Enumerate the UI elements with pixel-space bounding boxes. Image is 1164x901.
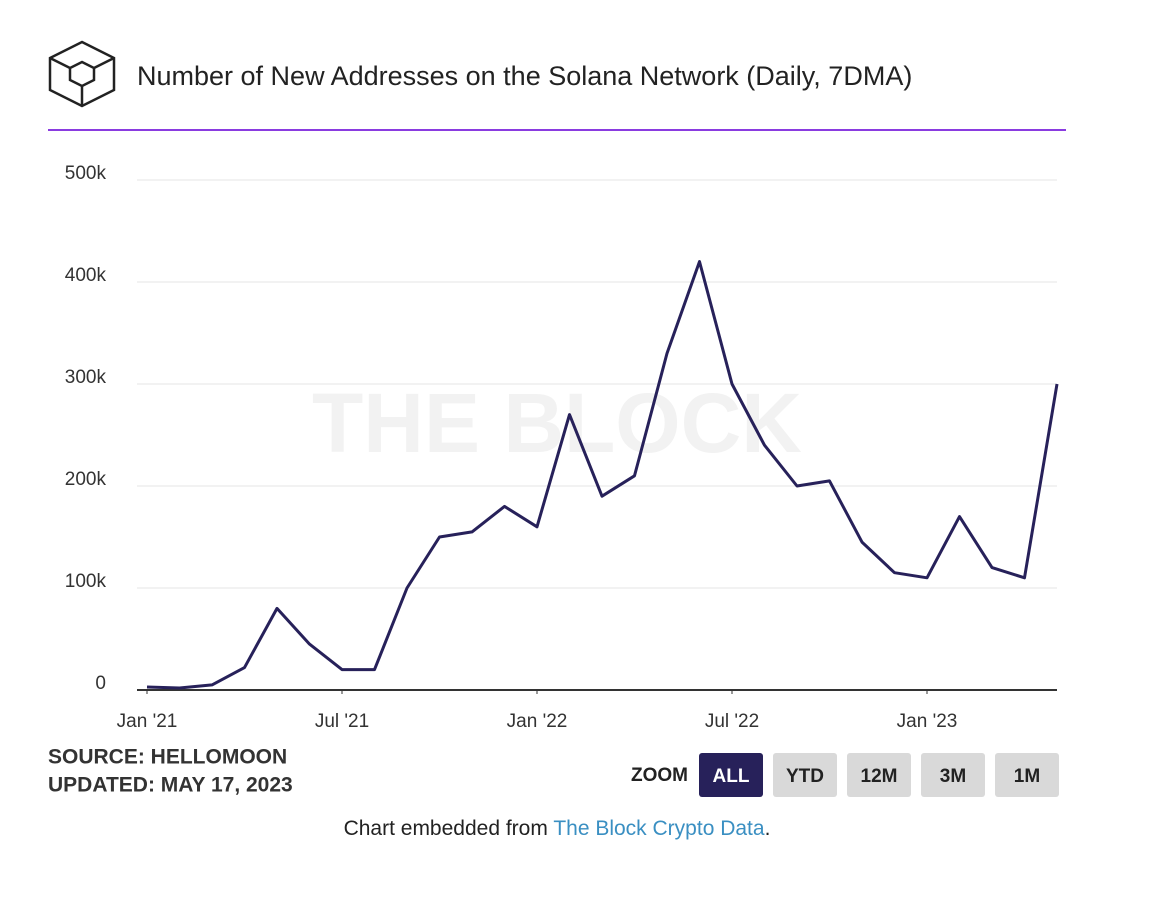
x-tick-label: Jan '22 (507, 711, 568, 732)
y-tick-label: 100k (65, 571, 107, 592)
zoom-button-label: 3M (940, 766, 966, 787)
x-tick-label: Jul '22 (705, 711, 759, 732)
zoom-button-bg (995, 753, 1059, 797)
zoom-button[interactable]: YTD (773, 753, 837, 797)
y-tick-label: 0 (95, 673, 106, 694)
zoom-button-label: ALL (713, 766, 750, 787)
zoom-button-bg (773, 753, 837, 797)
zoom-label: ZOOM (631, 765, 688, 786)
embed-text: Chart embedded from (344, 817, 554, 840)
x-tick-label: Jan '23 (897, 711, 958, 732)
zoom-button-bg (847, 753, 911, 797)
embed-end: . (765, 817, 771, 840)
y-tick-label: 300k (65, 367, 107, 388)
zoom-button-label: YTD (786, 766, 824, 787)
y-tick-label: 400k (65, 265, 107, 286)
zoom-button-label: 12M (861, 766, 898, 787)
x-tick-label: Jul '21 (315, 711, 369, 732)
x-tick-label: Jan '21 (117, 711, 178, 732)
y-tick-label: 200k (65, 469, 107, 490)
source: SOURCE: HELLOMOON (48, 746, 287, 769)
zoom-button-bg (921, 753, 985, 797)
updated: UPDATED: MAY 17, 2023 (48, 774, 293, 797)
zoom-button[interactable]: 1M (995, 753, 1059, 797)
series-line (146, 260, 1059, 690)
zoom-button-label: 1M (1014, 766, 1040, 787)
chart-title: Number of New Addresses on the Solana Ne… (137, 61, 912, 91)
zoom-button[interactable]: 3M (921, 753, 985, 797)
logo (48, 40, 116, 108)
y-tick-label: 500k (65, 163, 107, 184)
zoom-button[interactable]: 12M (847, 753, 911, 797)
zoom-button-bg (699, 753, 763, 797)
embed-link[interactable]: The Block Crypto Data (553, 817, 765, 840)
zoom-button[interactable]: ALL (699, 753, 763, 797)
embed-note: Chart embedded from The Block Crypto Dat… (344, 817, 771, 840)
